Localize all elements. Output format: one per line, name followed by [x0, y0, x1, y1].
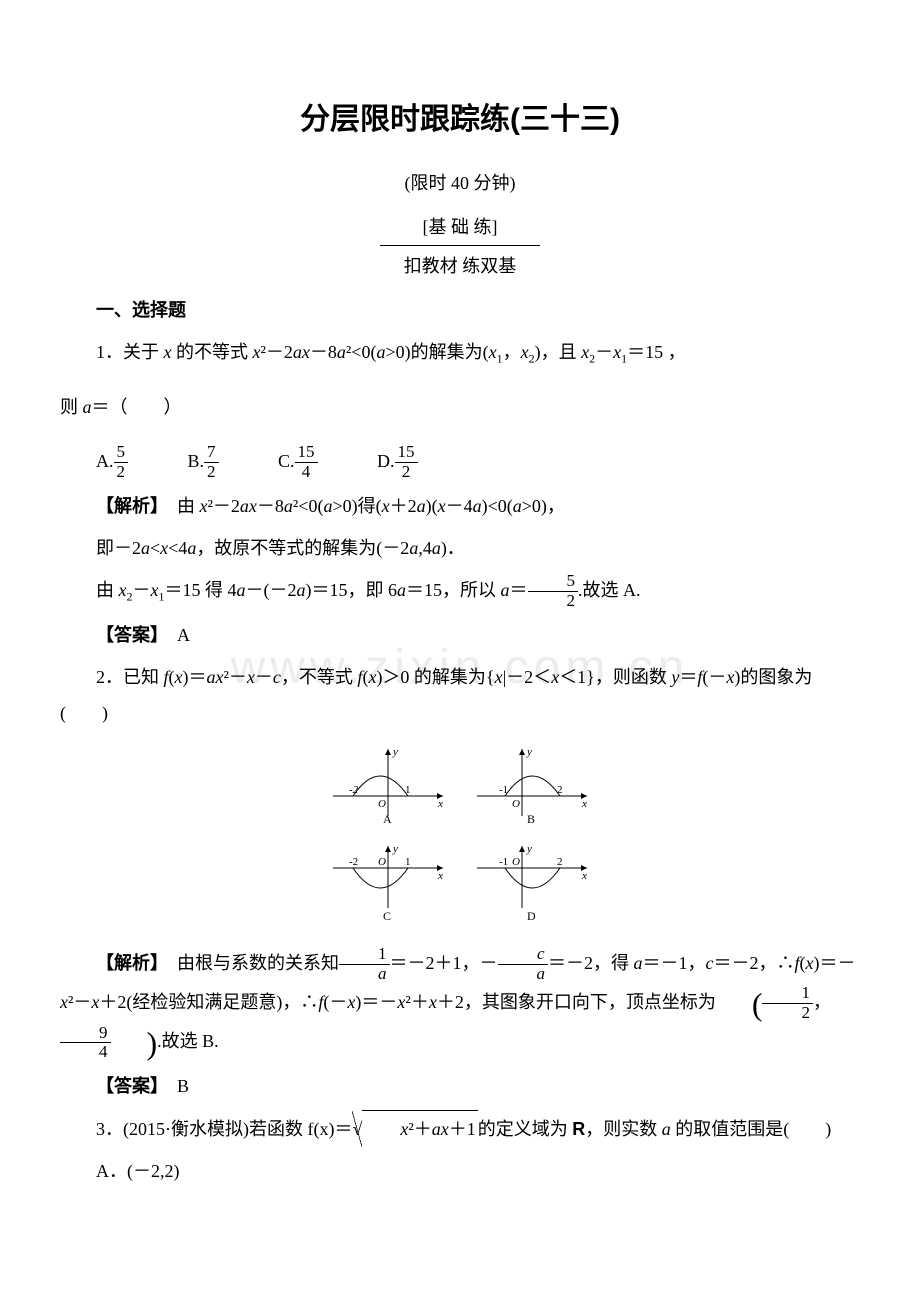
text: 3．(2015·衡水模拟)若函数 f(x)＝ [96, 1119, 352, 1139]
num: 15 [295, 443, 318, 463]
q2-graphs: -2 1 O x y A -1 2 O x y B -2 1 O x y [60, 741, 860, 935]
time-limit: (限时 40 分钟) [60, 165, 860, 201]
document-content: 分层限时跟踪练(三十三) (限时 40 分钟) [基 础 练] 扣教材 练双基 … [60, 90, 860, 1189]
graph-C: -2 1 O x y C [323, 838, 453, 923]
svg-text:x: x [437, 870, 443, 882]
text: 的解集为( [411, 342, 489, 362]
svg-text:2: 2 [557, 856, 563, 868]
q1-analysis-3: 由 x2－x1＝15 得 4a－(－2a)＝15，即 6a＝15，所以 a＝52… [60, 572, 860, 611]
svg-text:O: O [378, 856, 386, 868]
section-top: [基 础 练] [380, 209, 540, 245]
answer-label: 【答案】 [96, 625, 159, 645]
text: .故选 A. [578, 580, 641, 600]
q1-stem: 1．关于 x 的不等式 x²－2ax－8a²<0(a>0)的解集为(x1，x2)… [60, 334, 860, 371]
q1-analysis-2: 即－2a<x<4a，故原不等式的解集为(－2a,4a)． [60, 530, 860, 566]
svg-text:O: O [512, 798, 520, 810]
svg-text:2: 2 [557, 784, 563, 796]
svg-text:1: 1 [405, 784, 411, 796]
svg-text:1: 1 [405, 856, 411, 868]
q2-stem: 2．已知 f(x)＝ax²－x－c，不等式 f(x)＞0 的解集为{x|－2＜x… [60, 659, 860, 731]
graph-A: -2 1 O x y A [323, 741, 453, 826]
svg-text:x: x [437, 798, 443, 810]
svg-text:D: D [527, 909, 536, 923]
q3-stem: 3．(2015·衡水模拟)若函数 f(x)＝√x²＋ax＋1的定义域为 R，则实… [60, 1110, 860, 1147]
choice-B: B.72 [188, 443, 219, 482]
den: 2 [204, 463, 219, 482]
num: 5 [114, 443, 129, 463]
graph-D: -1 2 O x y D [467, 838, 597, 923]
var-x: x [164, 342, 172, 362]
num: 1 [762, 984, 813, 1004]
section-header: [基 础 练] 扣教材 练双基 [380, 209, 540, 284]
svg-text:y: y [392, 843, 398, 855]
den: 2 [395, 463, 418, 482]
svg-text:x: x [581, 798, 587, 810]
svg-text:y: y [392, 746, 398, 758]
set-R: R [572, 1119, 585, 1139]
text: .故选 B. [157, 1031, 219, 1051]
svg-text:-2: -2 [349, 784, 359, 796]
answer-value: B [177, 1076, 189, 1096]
svg-text:-2: -2 [349, 856, 358, 868]
q2-analysis: 【解析】 由根与系数的关系知1a＝－2＋1，－ca＝－2，得 a＝－1，c＝－2… [60, 945, 860, 1062]
text: 由根与系数的关系知 [177, 953, 339, 973]
svg-text:O: O [378, 798, 386, 810]
choice-D: D.152 [377, 443, 418, 482]
num: c [498, 945, 549, 965]
den: 4 [295, 463, 318, 482]
text: ＝－2＋1，－ [390, 953, 498, 973]
svg-text:C: C [383, 909, 391, 923]
den: 2 [114, 463, 129, 482]
svg-text:-1: -1 [499, 856, 508, 868]
num: 5 [528, 572, 579, 592]
q1-choices: A.52 B.72 C.154 D.152 [60, 443, 860, 482]
q3-choice-A: A．(－2,2) [60, 1153, 860, 1189]
svg-text:y: y [526, 746, 532, 758]
heading-choice: 一、选择题 [60, 292, 860, 328]
q1-answer: 【答案】 A [60, 617, 860, 653]
graph-B: -1 2 O x y B [467, 741, 597, 826]
answer-label: 【答案】 [96, 1076, 159, 1096]
den: a [498, 965, 549, 984]
analysis-label: 【解析】 [96, 496, 159, 516]
den: a [339, 965, 390, 984]
text: 的定义域为 [478, 1119, 573, 1139]
choice-A: A.52 [96, 443, 128, 482]
num: 7 [204, 443, 219, 463]
den: 4 [60, 1043, 111, 1062]
num: 9 [60, 1024, 111, 1044]
q2-answer: 【答案】 B [60, 1068, 860, 1104]
answer-value: A [177, 625, 190, 645]
text: 的不等式 [172, 342, 253, 362]
svg-text:y: y [526, 843, 532, 855]
num: 1 [339, 945, 390, 965]
svg-text:B: B [527, 812, 535, 826]
graph-row-2: -2 1 O x y C -1 2 O x y D [60, 838, 860, 935]
expr: x [253, 342, 261, 362]
q1-stem-line2: 则 a＝（ ） [60, 389, 860, 425]
analysis-label: 【解析】 [96, 953, 159, 973]
section-bottom: 扣教材 练双基 [380, 245, 540, 284]
choice-C: C.154 [278, 443, 318, 482]
svg-text:x: x [581, 870, 587, 882]
graph-row-1: -2 1 O x y A -1 2 O x y B [60, 741, 860, 838]
text: 1．关于 [96, 342, 164, 362]
svg-text:-1: -1 [499, 784, 508, 796]
num: 15 [395, 443, 418, 463]
svg-text:A: A [383, 812, 392, 826]
den: 2 [762, 1004, 813, 1023]
page-title: 分层限时跟踪练(三十三) [60, 90, 860, 150]
den: 2 [528, 592, 579, 611]
svg-text:O: O [512, 856, 520, 868]
q1-analysis-1: 【解析】 由 x²－2ax－8a²<0(a>0)得(x＋2a)(x－4a)<0(… [60, 488, 860, 524]
